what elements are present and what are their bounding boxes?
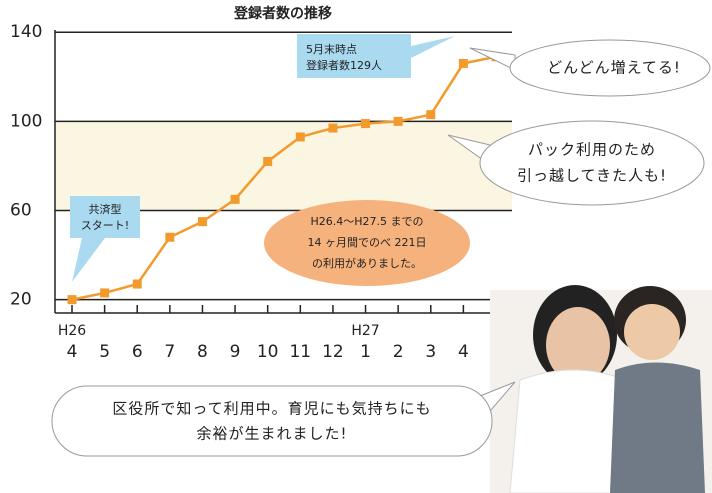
marker (100, 288, 110, 298)
line (71, 55, 497, 301)
annotation: 共済型 スタート! (70, 196, 140, 282)
quote-text: 余裕が生まれました! (196, 425, 347, 443)
marker (132, 279, 142, 289)
annotation-text: の利用がありました。 (312, 256, 422, 270)
annotation-text: 5月末時点 (306, 42, 357, 56)
x-tick-label: 6 (132, 342, 143, 362)
marker (393, 116, 403, 126)
x-year-label: H27 (351, 323, 379, 339)
plot: 20601001404H26567891011121H272345 (10, 22, 512, 362)
annotation-text: H26.4〜H27.5 までの (310, 215, 423, 228)
marker (361, 119, 371, 129)
x-tick-label: 7 (164, 342, 175, 362)
marker (165, 232, 175, 242)
x-tick-label: 11 (289, 342, 311, 362)
x-tick-label: 5 (99, 342, 110, 362)
y-tick-label: 140 (10, 22, 42, 42)
y-tick-label: 100 (10, 111, 42, 131)
x-tick-label: 1 (360, 342, 371, 362)
x-year-label: H26 (58, 323, 86, 339)
annotation: H26.4〜H27.5 までの 14 ヶ月間でのべ 221日 の利用がありました… (264, 200, 470, 286)
annotation-text: スタート! (81, 219, 129, 232)
y-tick-label: 20 (10, 290, 32, 310)
annotation-text: 14 ヶ月間でのべ 221日 (308, 236, 427, 249)
x-tick-label: 9 (230, 342, 241, 362)
band (55, 121, 512, 211)
annotation-text: 共済型 (89, 202, 122, 216)
quote-bubble: パック利用のため 引っ越してきた人も! (447, 120, 705, 206)
annotation-text: 登録者数129人 (306, 58, 382, 72)
marker (197, 217, 207, 227)
x-tick-label: 3 (425, 342, 436, 362)
quote-text: 区役所で知って利用中。育児にも気持ちにも (112, 400, 431, 418)
quote-bubble: どんどん増えてる! (469, 39, 711, 97)
x-tick-label: 4 (458, 342, 469, 362)
x-tick-label: 4 (67, 342, 78, 362)
quote-text: 引っ越してきた人も! (517, 167, 667, 185)
marker (295, 132, 305, 142)
marker (458, 58, 468, 68)
x-tick-label: 8 (197, 342, 208, 362)
y-tick-label: 60 (10, 200, 32, 220)
chart-title: 登録者数の推移 (233, 5, 332, 22)
x-tick-label: 2 (393, 342, 404, 362)
quote-bubble: 区役所で知って利用中。育児にも気持ちにも 余裕が生まれました! (51, 381, 516, 457)
x-tick-label: 10 (257, 342, 279, 362)
photo (490, 285, 712, 493)
x-tick-label: 12 (322, 342, 344, 362)
marker (263, 156, 273, 166)
annotation: 5月末時点 登録者数129人 (297, 34, 455, 78)
marker (230, 194, 240, 204)
quote-text: パック利用のため (528, 141, 656, 159)
marker (67, 295, 77, 305)
marker (426, 110, 436, 120)
quote-text: どんどん増えてる! (547, 59, 681, 77)
marker (328, 123, 338, 133)
